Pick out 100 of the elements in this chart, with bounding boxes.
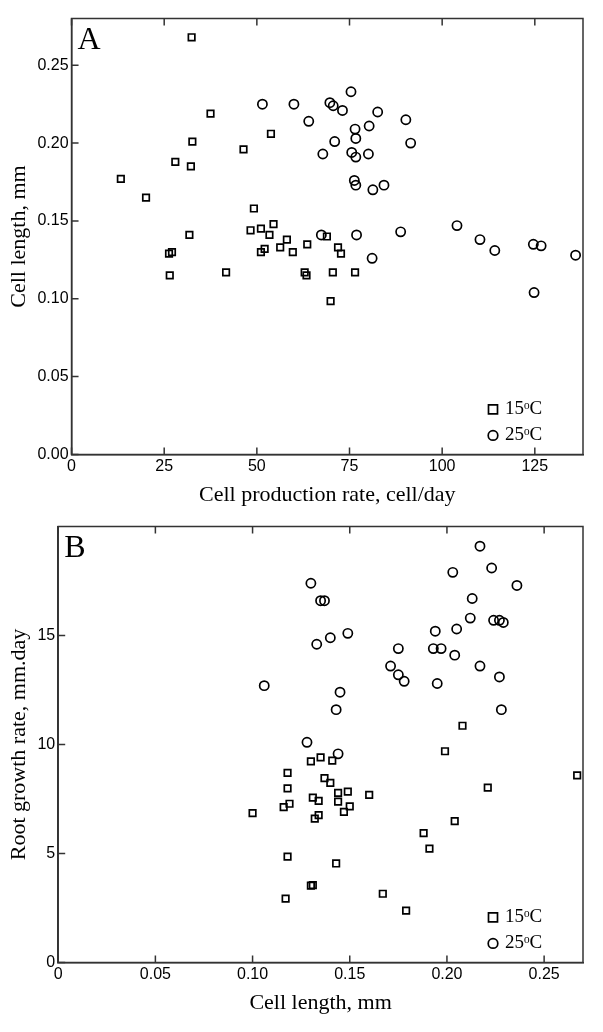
point xyxy=(282,235,291,244)
point xyxy=(266,129,276,138)
point xyxy=(385,660,397,672)
point xyxy=(392,669,404,681)
point xyxy=(458,721,467,730)
point xyxy=(511,579,523,591)
point xyxy=(488,614,500,626)
point xyxy=(260,244,269,254)
point xyxy=(398,675,410,687)
point xyxy=(288,247,297,257)
x-tick-label: 0.20 xyxy=(431,965,463,983)
point xyxy=(366,252,378,264)
point xyxy=(350,151,362,163)
point xyxy=(474,660,486,672)
point xyxy=(464,612,476,624)
point xyxy=(302,271,311,280)
point xyxy=(283,768,292,777)
point xyxy=(333,788,343,797)
point xyxy=(495,704,507,716)
point xyxy=(466,593,478,604)
point xyxy=(451,220,463,232)
point xyxy=(449,649,461,661)
point xyxy=(350,179,362,191)
point xyxy=(350,268,360,277)
legend-label: 25ᵒC xyxy=(505,423,543,445)
point xyxy=(206,109,215,118)
x-tick-label: 0.05 xyxy=(139,965,172,983)
point xyxy=(308,793,317,802)
point xyxy=(342,627,354,639)
point xyxy=(256,98,268,110)
point xyxy=(334,686,346,698)
point xyxy=(116,174,125,184)
point xyxy=(322,232,331,241)
point xyxy=(310,814,319,823)
point xyxy=(336,249,346,258)
y-axis-title: Cell length, mm xyxy=(4,165,30,308)
point xyxy=(279,802,288,812)
point xyxy=(345,86,357,98)
point xyxy=(324,632,336,644)
point xyxy=(285,799,294,808)
x-tick-label: 125 xyxy=(521,457,549,475)
y-tick-label: 0.10 xyxy=(37,289,69,307)
point xyxy=(330,704,342,716)
y-tick-label: 5 xyxy=(46,843,56,861)
point xyxy=(337,104,348,116)
point xyxy=(400,114,412,126)
point xyxy=(185,230,194,240)
point xyxy=(493,614,505,626)
point xyxy=(256,224,266,233)
point xyxy=(328,268,337,277)
legend-label: 15ᵒC xyxy=(505,397,543,419)
point xyxy=(435,643,447,655)
x-tick-label: 75 xyxy=(340,457,359,475)
y-tick-label: 0.05 xyxy=(37,366,69,384)
point xyxy=(362,148,374,160)
point xyxy=(326,778,335,787)
x-tick-label: 0.10 xyxy=(237,965,269,983)
point xyxy=(329,136,341,148)
point xyxy=(141,193,151,202)
x-axis-title: Cell length, mm xyxy=(249,988,392,1014)
point xyxy=(431,678,443,689)
y-tick-label: 10 xyxy=(37,734,56,752)
point xyxy=(372,106,384,118)
x-tick-label: 0.15 xyxy=(334,965,366,983)
point xyxy=(221,268,231,277)
y-tick-label: 0.00 xyxy=(37,444,69,462)
y-tick-label: 0.15 xyxy=(37,211,69,229)
point xyxy=(573,771,582,780)
point xyxy=(348,175,360,186)
point xyxy=(378,889,387,898)
point xyxy=(305,577,317,589)
point xyxy=(328,756,337,765)
point xyxy=(474,234,486,246)
point xyxy=(283,852,292,861)
point xyxy=(346,147,358,158)
point xyxy=(527,238,539,250)
legend-label: 15ᵒC xyxy=(505,905,543,927)
point xyxy=(303,115,315,127)
y-tick-label: 0.25 xyxy=(37,55,69,73)
point xyxy=(315,595,327,607)
point xyxy=(303,240,312,249)
point xyxy=(392,643,404,655)
point xyxy=(486,562,498,574)
point xyxy=(343,787,352,796)
y-tick-label: 0.20 xyxy=(37,133,69,151)
point xyxy=(281,894,290,903)
point xyxy=(301,736,313,748)
point xyxy=(405,137,417,149)
point xyxy=(378,179,390,191)
point xyxy=(314,796,323,806)
point xyxy=(402,906,411,915)
point xyxy=(429,625,441,637)
point xyxy=(317,148,329,160)
chart-title: B xyxy=(64,528,86,565)
point xyxy=(283,784,292,793)
point xyxy=(474,540,486,552)
point xyxy=(258,680,270,692)
x-tick-label: 0.25 xyxy=(528,965,560,983)
x-tick-label: 100 xyxy=(428,457,456,475)
point xyxy=(165,271,174,280)
